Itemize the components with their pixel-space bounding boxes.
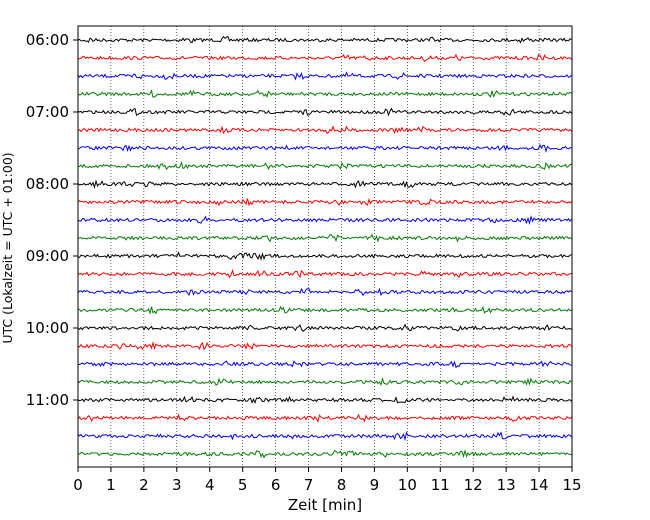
x-tick-label: 4 xyxy=(205,476,215,494)
y-axis: 06:00 07:00 08:00 09:00 10:00 11:00 xyxy=(26,31,78,409)
seismic-trace xyxy=(77,305,572,315)
seismic-trace xyxy=(77,340,572,351)
x-tick-label: 3 xyxy=(172,476,182,494)
x-axis: 0 1 2 3 4 5 6 7 8 9 10 11 12 13 14 15 xyxy=(73,467,582,494)
seismic-trace xyxy=(77,215,572,226)
y-tick-label: 10:00 xyxy=(26,319,69,337)
trace-lines xyxy=(77,35,572,459)
seismic-trace xyxy=(77,125,572,135)
y-tick-label: 08:00 xyxy=(26,175,69,193)
x-tick-label: 15 xyxy=(562,476,581,494)
seismic-trace xyxy=(77,107,572,117)
x-tick-label: 13 xyxy=(497,476,516,494)
x-tick-label: 10 xyxy=(398,476,417,494)
seismic-trace xyxy=(77,161,572,171)
seismic-trace xyxy=(77,377,572,387)
y-tick-label: 09:00 xyxy=(26,247,69,265)
x-tick-label: 8 xyxy=(337,476,347,494)
seismic-trace xyxy=(77,53,572,62)
seismic-trace xyxy=(77,287,572,297)
seismic-trace xyxy=(77,251,572,261)
seismic-trace xyxy=(77,413,572,423)
seismic-trace xyxy=(77,179,572,189)
seismic-trace xyxy=(77,449,572,459)
x-tick-label: 11 xyxy=(431,476,450,494)
x-tick-label: 14 xyxy=(530,476,549,494)
seismic-trace xyxy=(77,197,572,207)
seismic-trace xyxy=(77,89,572,98)
x-tick-label: 2 xyxy=(139,476,149,494)
x-tick-label: 0 xyxy=(73,476,83,494)
x-tick-label: 7 xyxy=(304,476,314,494)
x-tick-label: 9 xyxy=(370,476,380,494)
seismic-trace xyxy=(77,360,572,369)
x-tick-label: 5 xyxy=(238,476,248,494)
y-tick-label: 07:00 xyxy=(26,103,69,121)
seismic-trace xyxy=(77,395,572,404)
seismic-trace xyxy=(77,431,572,442)
seismic-trace xyxy=(77,323,572,332)
x-tick-label: 1 xyxy=(106,476,116,494)
y-tick-label: 06:00 xyxy=(26,31,69,49)
x-tick-label: 12 xyxy=(464,476,483,494)
x-tick-label: 6 xyxy=(271,476,281,494)
y-axis-title: UTC (Lokalzeit = UTC + 01:00) xyxy=(0,152,15,343)
plot-frame xyxy=(77,25,573,468)
x-axis-title: Zeit [min] xyxy=(288,496,362,514)
seismic-trace xyxy=(77,143,572,153)
y-tick-label: 11:00 xyxy=(26,391,69,409)
seismic-trace xyxy=(77,35,572,44)
seismic-trace xyxy=(77,233,572,243)
seismic-trace xyxy=(77,71,572,81)
seismic-trace xyxy=(77,269,572,279)
